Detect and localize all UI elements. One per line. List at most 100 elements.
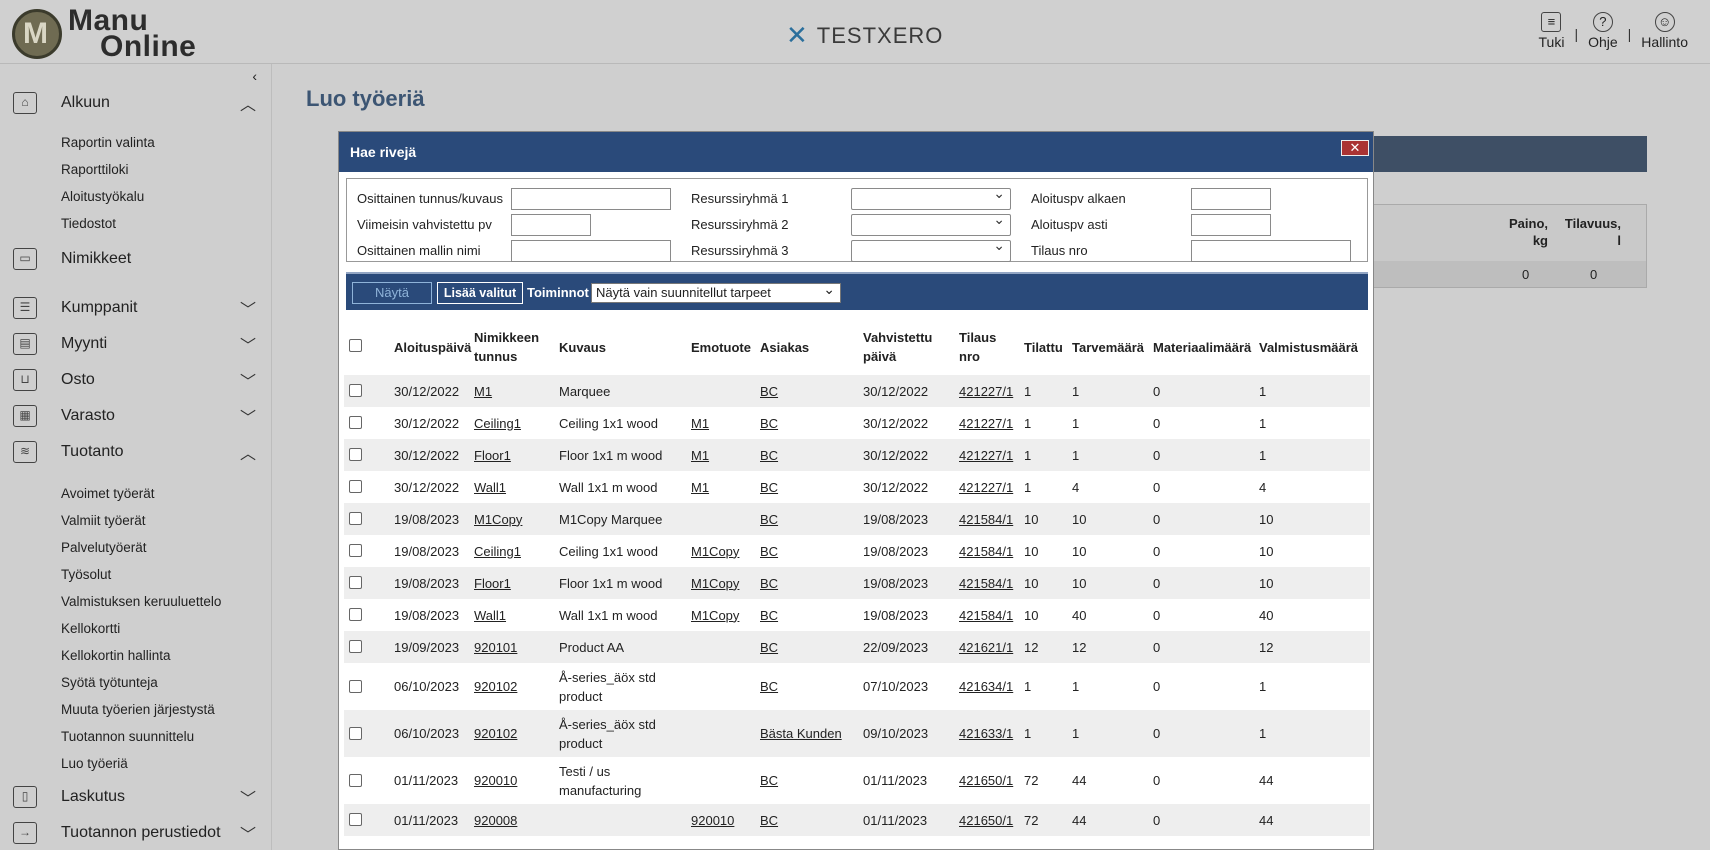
table-row[interactable]: 30/12/2022 M1 Marquee BC 30/12/2022 421227/1 1… — [344, 375, 1370, 407]
column-header[interactable]: Aloituspäivä — [394, 340, 472, 355]
nav-subitem[interactable]: Tiedostot — [61, 216, 117, 231]
nav-subitem[interactable]: Luo työeriä — [61, 756, 128, 771]
order-link[interactable]: 421584/1 — [959, 575, 1014, 591]
resource-group3-select[interactable] — [851, 237, 1011, 262]
item-code-link[interactable]: 920008 — [474, 812, 518, 828]
add-selected-button[interactable]: Lisää valitut — [437, 282, 523, 304]
start-date-from-input[interactable] — [1191, 188, 1271, 210]
column-header[interactable]: Kuvaus — [559, 340, 606, 355]
nav-subitem[interactable]: Palvelutyöerät — [61, 540, 147, 555]
customer-link[interactable]: BC — [760, 575, 779, 591]
customer-link[interactable]: BC — [760, 511, 779, 527]
parent-item-link[interactable]: 920010 — [691, 812, 735, 828]
select-all-checkbox[interactable] — [349, 339, 362, 352]
item-code-link[interactable]: Floor1 — [474, 575, 511, 591]
parent-item-link[interactable]: M1 — [691, 479, 710, 495]
table-row[interactable]: 19/08/2023 Floor1 Floor 1x1 m wood M1Copy BC… — [344, 567, 1370, 599]
table-row[interactable]: 19/09/2023 920101 Product AA BC 22/09/2023 42… — [344, 631, 1370, 663]
row-checkbox[interactable] — [349, 576, 362, 589]
item-code-link[interactable]: M1 — [474, 383, 493, 399]
table-row[interactable]: 01/11/2023 920008 920010 BC 01/11/2023 421650… — [344, 804, 1370, 836]
item-code-link[interactable]: Wall1 — [474, 479, 507, 495]
customer-link[interactable]: Bästa Kunden — [760, 726, 842, 741]
column-header[interactable]: Asiakas — [760, 340, 810, 355]
column-header[interactable]: Tilaus nro — [959, 330, 997, 364]
nav-subitem[interactable]: Valmistuksen keruuluettelo — [61, 594, 222, 609]
partial-code-input[interactable] — [511, 188, 671, 210]
row-checkbox[interactable] — [349, 480, 362, 493]
support-button[interactable]: ≡ Tuki — [1529, 12, 1575, 50]
start-date-to-input[interactable] — [1191, 214, 1271, 236]
item-code-link[interactable]: 920101 — [474, 639, 518, 655]
customer-link[interactable]: BC — [760, 607, 779, 623]
order-link[interactable]: 421584/1 — [959, 543, 1014, 559]
item-code-link[interactable]: 920102 — [474, 726, 518, 741]
table-row[interactable]: 19/08/2023 Ceiling1 Ceiling 1x1 wood M1Copy… — [344, 535, 1370, 567]
row-checkbox[interactable] — [349, 640, 362, 653]
customer-link[interactable]: BC — [760, 415, 779, 431]
order-link[interactable]: 421584/1 — [959, 607, 1014, 623]
nav-subitem[interactable]: Raporttiloki — [61, 162, 129, 177]
order-link[interactable]: 421650/1 — [959, 773, 1014, 788]
nav-subitem[interactable]: Kellokortti — [61, 621, 121, 636]
nav-subitem[interactable]: Aloitustyökalu — [61, 189, 145, 204]
help-button[interactable]: ? Ohje — [1578, 12, 1628, 50]
column-header[interactable]: Valmistusmäärä — [1259, 340, 1359, 355]
customer-link[interactable]: BC — [760, 812, 779, 828]
item-code-link[interactable]: Wall1 — [474, 607, 507, 623]
item-code-link[interactable]: Ceiling1 — [474, 415, 521, 431]
customer-link[interactable]: BC — [760, 479, 779, 495]
table-row[interactable]: 30/12/2022 Ceiling1 Ceiling 1x1 wood M1 BC 30… — [344, 407, 1370, 439]
table-row[interactable]: 01/11/2023 920010 Testi / us manufacturing… — [344, 757, 1370, 804]
nav-subitem[interactable]: Muuta työerien järjestystä — [61, 702, 215, 717]
table-row[interactable]: 19/08/2023 M1Copy M1Copy Marquee BC 19/08/20… — [344, 503, 1370, 535]
parent-item-link[interactable]: M1 — [691, 415, 710, 431]
customer-link[interactable]: BC — [760, 773, 779, 788]
column-header[interactable]: Tilattu — [1024, 340, 1063, 355]
order-link[interactable]: 421650/1 — [959, 812, 1014, 828]
item-code-link[interactable]: Ceiling1 — [474, 543, 521, 559]
customer-link[interactable]: BC — [760, 639, 779, 655]
item-code-link[interactable]: 920010 — [474, 773, 518, 788]
row-checkbox[interactable] — [349, 679, 362, 693]
nav-subitem[interactable]: Tuotannon suunnittelu — [61, 729, 195, 744]
nav-item-tuotanto[interactable]: ≋ Tuotanto ︿ — [0, 438, 272, 466]
row-checkbox[interactable] — [349, 773, 362, 787]
table-row[interactable]: 06/10/2023 920102 Å-series_äöx std product… — [344, 663, 1370, 710]
row-checkbox[interactable] — [349, 544, 362, 557]
admin-button[interactable]: ☺ Hallinto — [1631, 12, 1698, 50]
customer-link[interactable]: BC — [760, 543, 779, 559]
table-row[interactable]: 30/12/2022 Wall1 Wall 1x1 m wood M1 BC 30/12/… — [344, 471, 1370, 503]
last-confirmed-date-input[interactable] — [511, 214, 591, 236]
parent-item-link[interactable]: M1Copy — [691, 543, 740, 559]
functions-select[interactable]: Näytä vain suunnitellut tarpeet — [591, 280, 841, 303]
table-row[interactable]: 06/10/2023 920102 Å-series_äöx std product… — [344, 710, 1370, 757]
nav-subitem[interactable]: Raportin valinta — [61, 135, 155, 150]
order-link[interactable]: 421227/1 — [959, 383, 1014, 399]
nav-subitem[interactable]: Valmiit työerät — [61, 513, 146, 528]
order-link[interactable]: 421621/1 — [959, 639, 1014, 655]
nav-subitem[interactable]: Työsolut — [61, 567, 112, 582]
nav-item-alkuun[interactable]: ⌂ Alkuun ︿ — [0, 89, 272, 117]
close-button[interactable]: ✕ — [1341, 140, 1369, 156]
column-header[interactable]: Materiaalimäärä — [1153, 340, 1252, 355]
row-checkbox[interactable] — [349, 512, 362, 525]
order-number-input[interactable] — [1191, 240, 1351, 262]
column-header[interactable]: Vahvistettu päivä — [863, 330, 933, 364]
nav-item-kumppanit[interactable]: ☰ Kumppanit ﹀ — [0, 294, 272, 322]
item-code-link[interactable]: M1Copy — [474, 511, 523, 527]
nav-item-varasto[interactable]: ▦ Varasto ﹀ — [0, 402, 272, 430]
parent-item-link[interactable]: M1 — [691, 447, 710, 463]
customer-link[interactable]: BC — [760, 447, 779, 463]
table-row[interactable]: 30/12/2022 Floor1 Floor 1x1 m wood M1 BC 30/1… — [344, 439, 1370, 471]
nav-item-osto[interactable]: ⊔ Osto ﹀ — [0, 366, 272, 394]
row-checkbox[interactable] — [349, 416, 362, 429]
resource-group2-select[interactable] — [851, 211, 1011, 236]
row-checkbox[interactable] — [349, 726, 362, 740]
nav-subitem[interactable]: Kellokortin hallinta — [61, 648, 171, 663]
parent-item-link[interactable]: M1Copy — [691, 607, 740, 623]
nav-item-nimikkeet[interactable]: ▭ Nimikkeet — [0, 245, 272, 273]
parent-item-link[interactable]: M1Copy — [691, 575, 740, 591]
resource-group1-select[interactable] — [851, 185, 1011, 210]
row-checkbox[interactable] — [349, 608, 362, 621]
